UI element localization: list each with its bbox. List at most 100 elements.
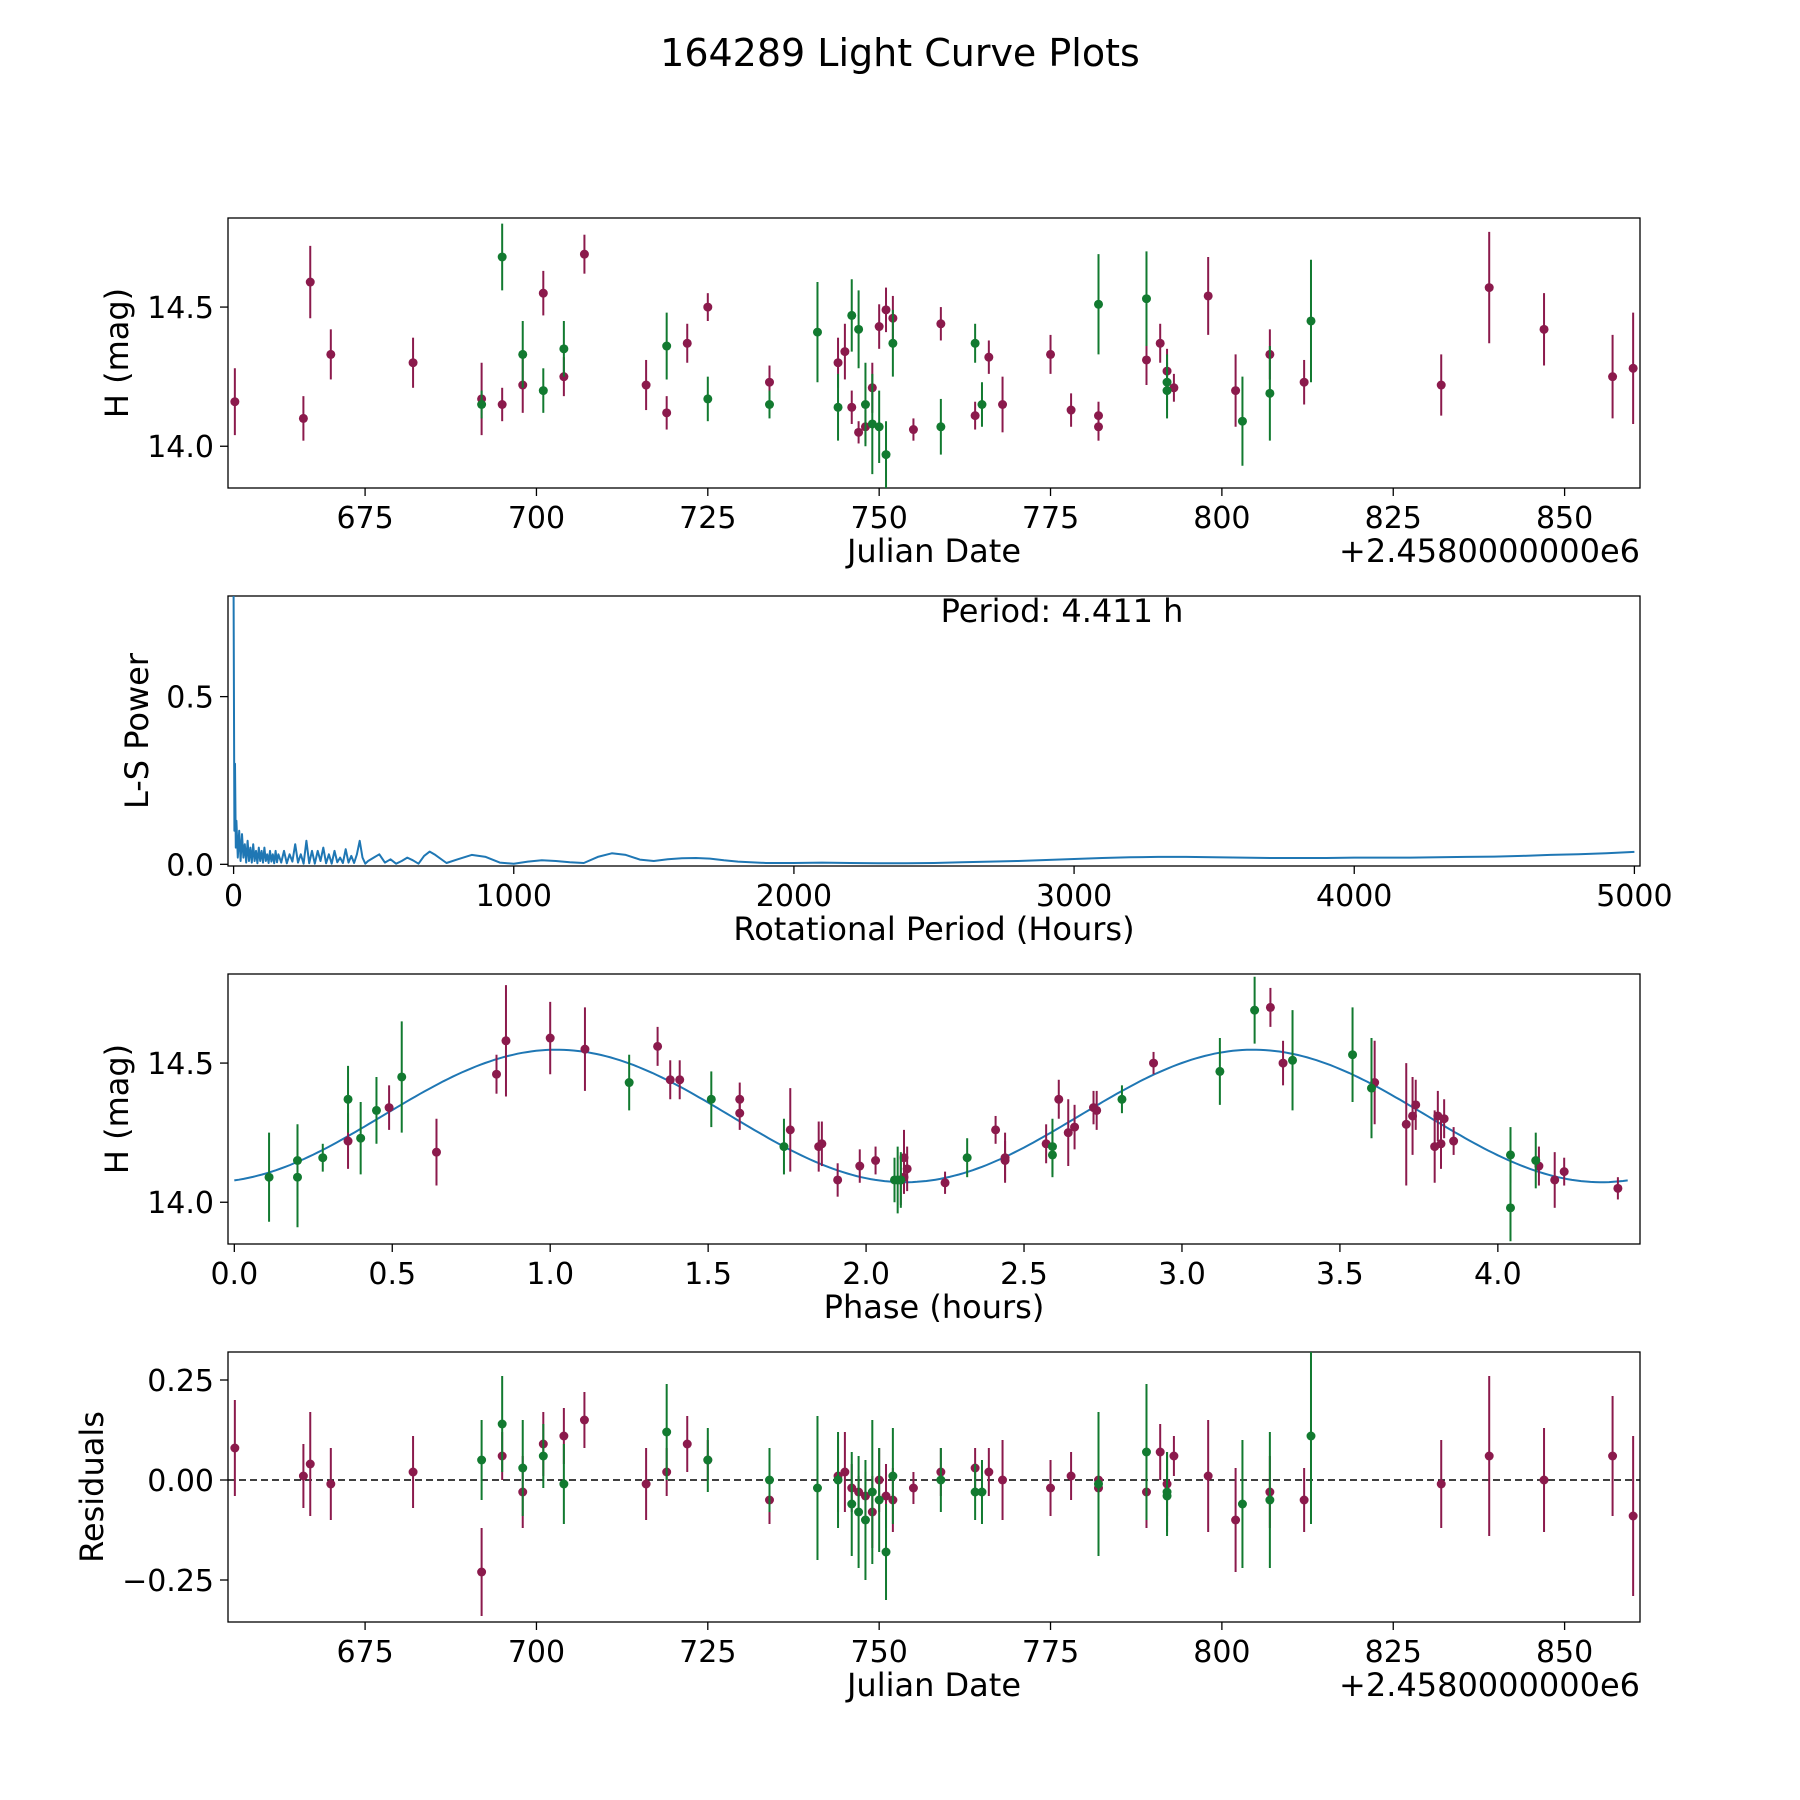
lightcurve-axes-frame (227, 217, 1641, 489)
series-b-point (497, 252, 507, 262)
series-a-point (298, 413, 308, 423)
phased-xtick-label: 3.5 (1316, 1257, 1364, 1292)
series-a-point (1436, 1139, 1446, 1149)
series-a-point (1203, 291, 1213, 301)
series-a-point (1169, 383, 1179, 393)
series-b-point (1250, 1005, 1260, 1015)
periodogram-ylabel: L-S Power (118, 652, 156, 809)
series-a-point (492, 1069, 502, 1079)
series-b-point (559, 1479, 569, 1489)
phased-xtick-label: 1.5 (684, 1257, 732, 1292)
series-b-point (706, 1094, 716, 1104)
periodogram-annotation: Period: 4.411 h (941, 592, 1184, 630)
series-b-point (1094, 1479, 1104, 1489)
series-a-point (1628, 363, 1638, 373)
residuals-axes-frame (227, 1351, 1641, 1623)
series-a-point (1063, 1128, 1073, 1138)
series-a-point (641, 380, 651, 390)
series-a-point (682, 1439, 692, 1449)
series-b-point (970, 338, 980, 348)
series-b-point (962, 1153, 972, 1163)
lightcurve-ytick-label: 14.5 (147, 291, 214, 326)
series-a-point (1070, 1122, 1080, 1132)
series-a-point (1066, 1471, 1076, 1481)
series-b-point (764, 399, 774, 409)
series-a-point (1559, 1167, 1569, 1177)
series-b-point (1141, 294, 1151, 304)
periodogram-plot-area (232, 596, 1635, 865)
series-a-point (940, 1178, 950, 1188)
lightcurve-xtick-label: 700 (508, 501, 565, 536)
series-a-point (580, 1044, 590, 1054)
series-a-point (1046, 1483, 1056, 1493)
series-b-point (970, 1487, 980, 1497)
series-a-point (579, 1415, 589, 1425)
residuals-xtick-label: 825 (1365, 1635, 1422, 1670)
series-b-point (343, 1094, 353, 1104)
lightcurve-offset-label: +2.4580000000e6 (1339, 532, 1640, 570)
series-a-point (1046, 349, 1056, 359)
series-b-point (881, 1547, 891, 1557)
lightcurve-xlabel: Julian Date (845, 532, 1021, 570)
series-a-point (984, 352, 994, 362)
residuals-xtick-label: 850 (1536, 1635, 1593, 1670)
series-a-point (881, 1491, 891, 1501)
series-b-point (1306, 316, 1316, 326)
phased-xtick-label: 4.0 (1474, 1257, 1522, 1292)
series-a-point (653, 1041, 663, 1051)
series-a-point (1539, 1475, 1549, 1485)
lightcurve-xtick-label: 750 (851, 501, 908, 536)
series-a-point (408, 358, 418, 368)
series-b-point (703, 1455, 713, 1465)
lightcurve-xtick-label: 675 (336, 501, 393, 536)
series-a-point (305, 1459, 315, 1469)
series-b-point (318, 1153, 328, 1163)
series-a-point (1401, 1119, 1411, 1129)
series-a-point (501, 1036, 511, 1046)
series-b-point (1265, 388, 1275, 398)
series-a-point (998, 1475, 1008, 1485)
series-a-point (230, 1443, 240, 1453)
series-a-point (984, 1467, 994, 1477)
series-a-point (1265, 1002, 1275, 1012)
series-a-point (1550, 1175, 1560, 1185)
series-a-point (1299, 1495, 1309, 1505)
lightcurve-plot-area (230, 223, 1638, 488)
series-b-point (1505, 1150, 1515, 1160)
series-a-point (735, 1108, 745, 1118)
series-a-point (662, 408, 672, 418)
residuals-offset-label: +2.4580000000e6 (1339, 1666, 1640, 1704)
series-b-point (1215, 1066, 1225, 1076)
series-b-point (1237, 1499, 1247, 1509)
series-a-point (408, 1467, 418, 1477)
series-a-point (1054, 1094, 1064, 1104)
periodogram-xtick-label: 2000 (756, 879, 832, 914)
periodogram-xtick-label: 4000 (1316, 879, 1392, 914)
lightcurve-panel: 675 700 725 750 775 800 825 850 14.0 14.5 Julian… (98, 217, 1641, 570)
phased-panel: 0.0 0.5 1.0 1.5 2.0 2.5 3.0 3.5 4.0 14.0 14.5 Pha… (98, 973, 1641, 1326)
series-a-point (855, 1161, 865, 1171)
series-b-point (662, 1427, 672, 1437)
series-b-point (1531, 1155, 1541, 1165)
series-a-point (431, 1147, 441, 1157)
series-a-point (1231, 1515, 1241, 1525)
series-b-point (518, 349, 528, 359)
lightcurve-xtick-label: 800 (1193, 501, 1250, 536)
series-a-point (538, 288, 548, 298)
periodogram-axes-frame (227, 595, 1641, 867)
series-b-point (264, 1172, 274, 1182)
series-a-point (881, 305, 891, 315)
series-a-point (1484, 1451, 1494, 1461)
series-b-point (977, 399, 987, 409)
series-a-point (497, 399, 507, 409)
series-b-point (888, 1471, 898, 1481)
residuals-xtick-label: 775 (1022, 1635, 1079, 1670)
periodogram-panel: 0 1000 2000 3000 4000 5000 0.0 0.5 Period: 4.4… (118, 592, 1673, 948)
series-b-point (1505, 1203, 1515, 1213)
series-a-point (1608, 372, 1618, 382)
series-b-point (292, 1172, 302, 1182)
series-b-point (779, 1142, 789, 1152)
series-b-point (1237, 416, 1247, 426)
series-a-point (1066, 405, 1076, 415)
